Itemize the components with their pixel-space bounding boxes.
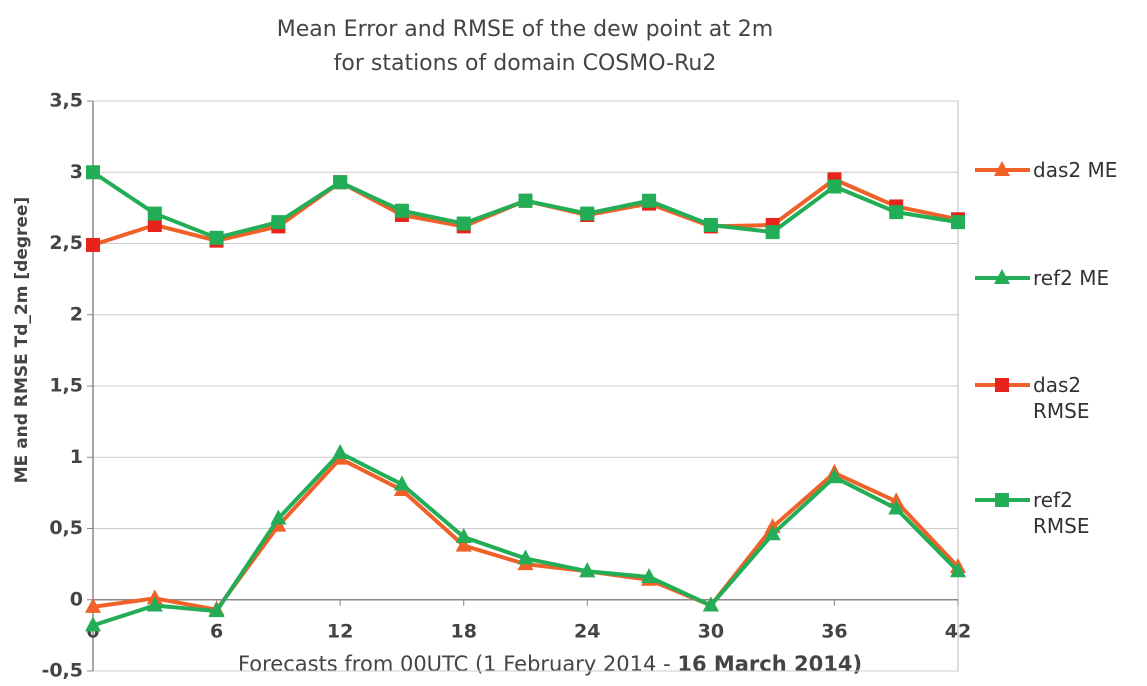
x-tick-label: 6 (210, 621, 223, 643)
marker (209, 230, 224, 245)
y-tick-label: 2 (70, 303, 83, 325)
marker (147, 206, 162, 221)
legend-label: das2 ME (1033, 158, 1118, 182)
marker (517, 549, 534, 565)
marker (702, 596, 719, 612)
marker (995, 378, 1009, 392)
marker (86, 165, 100, 180)
x-tick-label: 12 (327, 621, 353, 643)
marker (951, 215, 965, 230)
marker (85, 616, 101, 632)
marker (394, 203, 409, 218)
marker (641, 567, 658, 583)
marker (579, 562, 596, 578)
legend-label: ref2 ME (1033, 266, 1110, 290)
y-tick-label: 3,5 (49, 90, 83, 112)
chart-title: for stations of domain COSMO-Ru2 (334, 51, 717, 76)
x-tick-label: 36 (821, 621, 847, 643)
series (86, 165, 965, 245)
series (85, 443, 966, 632)
marker (995, 493, 1009, 507)
y-tick-label: 0 (70, 588, 83, 610)
marker (85, 597, 101, 613)
marker (950, 562, 966, 578)
x-tick-label: 18 (450, 621, 476, 643)
marker (208, 602, 225, 618)
marker (765, 225, 780, 240)
y-tick-label: 3 (70, 161, 83, 183)
marker (456, 216, 471, 231)
marker (994, 269, 1010, 284)
marker (86, 237, 100, 252)
marker (642, 193, 657, 208)
marker (764, 525, 781, 541)
marker (826, 468, 843, 484)
marker (888, 499, 905, 515)
marker (455, 536, 472, 552)
x-axis-label: Forecasts from 00UTC (1 February 2014 - … (238, 652, 862, 676)
marker (889, 205, 904, 220)
y-axis-label: ME and RMSE Td_2m [degree] (12, 197, 32, 483)
y-tick-label: 2,5 (49, 232, 83, 254)
marker (703, 217, 718, 232)
marker (393, 475, 410, 491)
y-tick-label: -0,5 (41, 660, 83, 682)
marker (271, 215, 286, 230)
marker (994, 161, 1010, 176)
y-tick-label: 1 (70, 446, 83, 468)
marker (147, 217, 162, 232)
marker (827, 179, 842, 194)
marker (146, 596, 163, 612)
y-tick-label: 1,5 (49, 375, 83, 397)
marker (580, 206, 595, 221)
y-tick-label: 0,5 (49, 517, 83, 539)
marker (518, 193, 533, 208)
x-axis-label-part: 16 March 2014) (677, 652, 862, 676)
x-tick-label: 24 (574, 621, 600, 643)
legend-label: das2 RMSE (1033, 373, 1090, 423)
marker (332, 443, 349, 459)
legend-label: ref2 RMSE (1033, 488, 1090, 538)
x-tick-label: 42 (945, 621, 971, 643)
marker (333, 175, 348, 190)
x-tick-label: 30 (698, 621, 724, 643)
marker (270, 509, 287, 525)
chart-title: Mean Error and RMSE of the dew point at … (277, 17, 773, 42)
marker (455, 528, 472, 544)
x-axis-label-part: Forecasts from 00UTC (1 February 2014 - (238, 652, 677, 676)
